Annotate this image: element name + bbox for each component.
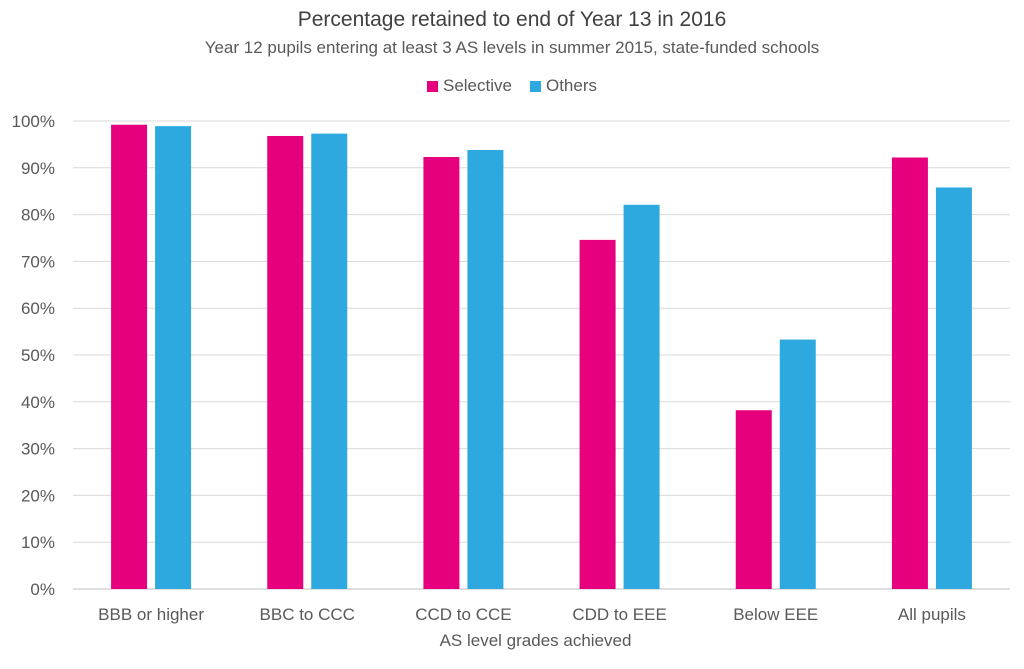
legend-swatch-others bbox=[529, 80, 541, 92]
bar-others bbox=[311, 133, 348, 590]
y-tick-label: 20% bbox=[21, 486, 55, 505]
y-tick-label: 70% bbox=[21, 252, 55, 271]
legend: Selective Others bbox=[0, 76, 1024, 96]
y-tick-label: 50% bbox=[21, 346, 55, 365]
bar-others bbox=[467, 150, 504, 590]
x-tick-label: CCD to CCE bbox=[415, 605, 511, 624]
x-tick-label: BBC to CCC bbox=[260, 605, 355, 624]
legend-label-others: Others bbox=[545, 76, 597, 95]
x-tick-label: BBB or higher bbox=[98, 605, 204, 624]
legend-item-others: Others bbox=[529, 76, 597, 96]
x-tick-label: All pupils bbox=[898, 605, 966, 624]
x-tick-label: Below EEE bbox=[733, 605, 818, 624]
legend-label-selective: Selective bbox=[442, 76, 512, 95]
bar-selective bbox=[579, 239, 616, 589]
y-tick-label: 0% bbox=[30, 580, 55, 599]
y-tick-label: 40% bbox=[21, 393, 55, 412]
y-tick-label: 90% bbox=[21, 159, 55, 178]
chart-subtitle: Year 12 pupils entering at least 3 AS le… bbox=[204, 38, 820, 57]
legend-swatch-selective bbox=[426, 80, 438, 92]
bar-others bbox=[623, 204, 660, 589]
bar-selective bbox=[111, 124, 148, 589]
y-tick-label: 80% bbox=[21, 206, 55, 225]
y-tick-label: 10% bbox=[21, 533, 55, 552]
bar-others bbox=[155, 126, 192, 589]
bar-selective bbox=[735, 410, 772, 589]
chart-title: Percentage retained to end of Year 13 in… bbox=[297, 8, 727, 31]
x-axis-label: AS level grades achieved bbox=[440, 631, 632, 650]
legend-item-selective: Selective bbox=[426, 76, 512, 96]
y-tick-label: 100% bbox=[12, 112, 55, 131]
y-tick-label: 60% bbox=[21, 299, 55, 318]
bar-others bbox=[779, 339, 816, 589]
y-tick-label: 30% bbox=[21, 440, 55, 459]
bar-selective bbox=[891, 157, 928, 589]
bar-others bbox=[935, 187, 972, 589]
bar-selective bbox=[267, 135, 304, 589]
x-tick-label: CDD to EEE bbox=[572, 605, 666, 624]
bar-selective bbox=[423, 157, 460, 589]
